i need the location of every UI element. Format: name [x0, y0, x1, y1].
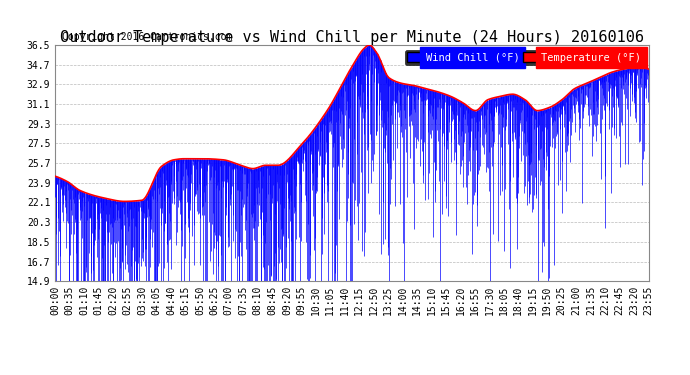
Text: Copyright 2016 Cartronics.com: Copyright 2016 Cartronics.com — [62, 32, 233, 42]
Legend: Wind Chill (°F), Temperature (°F): Wind Chill (°F), Temperature (°F) — [405, 50, 643, 64]
Title: Outdoor Temperature vs Wind Chill per Minute (24 Hours) 20160106: Outdoor Temperature vs Wind Chill per Mi… — [60, 30, 644, 45]
